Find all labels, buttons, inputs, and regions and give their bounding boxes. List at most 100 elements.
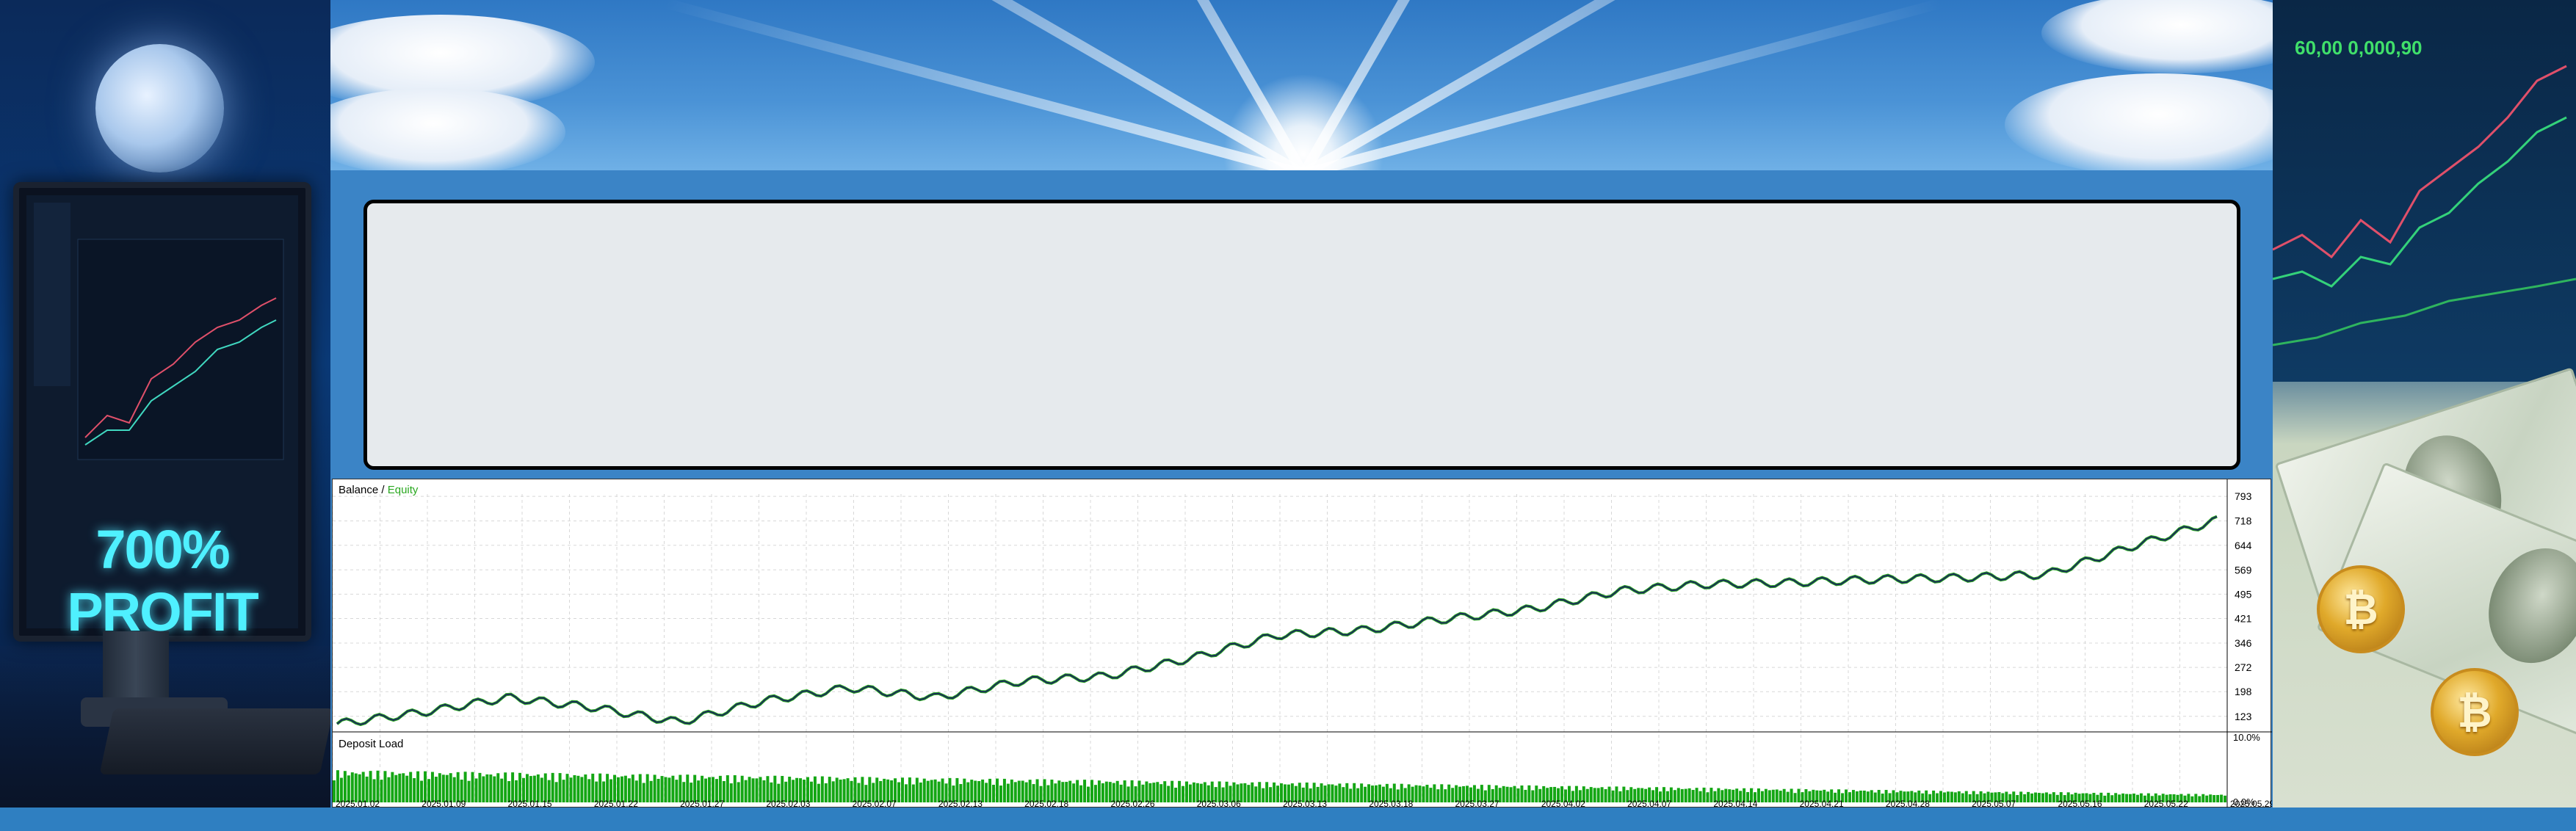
deposit-load-bar — [1564, 789, 1567, 802]
deposit-load-bar — [1046, 785, 1050, 802]
deposit-load-bar — [773, 775, 777, 802]
deposit-load-bar — [1320, 783, 1323, 802]
deposit-load-bar — [1104, 781, 1108, 802]
deposit-load-bar — [1487, 785, 1491, 802]
deposit-load-bar — [532, 775, 536, 802]
deposit-load-bar — [861, 777, 864, 802]
deposit-load-bar — [1483, 790, 1487, 802]
deposit-load-bar — [1287, 784, 1290, 802]
deposit-load-bar — [806, 777, 809, 802]
deposit-load-bar — [1917, 790, 1921, 802]
deposit-load-bar — [376, 770, 380, 802]
deposit-load-bar — [2048, 794, 2052, 802]
deposit-load-bar — [1804, 789, 1808, 802]
deposit-load-bar — [911, 784, 915, 802]
deposit-load-bar — [391, 772, 394, 802]
deposit-load-bar — [1979, 791, 1983, 802]
deposit-load-bar — [427, 779, 430, 802]
deposit-load-bar — [1928, 794, 1932, 802]
deposit-load-bar — [1855, 791, 1859, 802]
deposit-load-bar — [2179, 794, 2183, 802]
deposit-load-bar — [1407, 784, 1411, 802]
deposit-load-bar — [1206, 785, 1210, 802]
deposit-load-bar — [1167, 785, 1171, 802]
deposit-load-bar — [584, 774, 587, 802]
monitor-image: 700% PROFIT — [13, 182, 311, 642]
deposit-load-bar — [1273, 782, 1276, 802]
x-tick-label: 2025.03.18 — [1369, 799, 1413, 808]
deposit-load-bar — [536, 774, 540, 802]
deposit-load-bar — [897, 782, 901, 802]
deposit-load-bar — [1097, 780, 1101, 802]
deposit-load-bar — [1756, 788, 1760, 802]
deposit-load-bar — [1039, 785, 1043, 802]
deposit-load-bar — [2027, 791, 2030, 802]
deposit-load-bar — [2096, 794, 2099, 802]
deposit-load-bar — [2146, 793, 2150, 802]
deposit-load-bar — [2092, 793, 2096, 802]
deposit-load-bar — [718, 775, 722, 802]
deposit-load-bar — [573, 774, 576, 802]
deposit-load-bar — [1637, 788, 1640, 802]
deposit-load-bar — [883, 778, 886, 802]
deposit-load-bar — [1640, 788, 1644, 802]
deposit-load-bar — [1629, 787, 1633, 802]
deposit-load-bar — [1236, 784, 1240, 802]
deposit-load-bar — [1695, 788, 1698, 802]
deposit-load-bar — [1596, 788, 1600, 802]
deposit-load-bar — [2052, 792, 2055, 802]
deposit-load-bar — [1851, 790, 1855, 802]
deposit-load-bar — [623, 775, 627, 802]
deposit-load-bar — [2081, 793, 2085, 802]
deposit-load-bar — [803, 780, 806, 802]
deposit-load-bar — [2154, 793, 2157, 802]
deposit-load-bar — [820, 776, 824, 802]
deposit-load-bar — [759, 777, 762, 802]
deposit-load-bar — [930, 780, 933, 802]
deposit-load-bar — [1848, 792, 1851, 802]
deposit-load-bar — [2099, 792, 2103, 802]
deposit-load-bar — [434, 777, 438, 802]
equity-line — [336, 515, 2218, 727]
deposit-load-bar — [369, 771, 372, 802]
deposit-load-bar — [569, 777, 573, 802]
x-tick-label: 2025.04.21 — [1800, 799, 1844, 808]
deposit-load-bar — [627, 778, 631, 802]
deposit-load-bar — [1750, 788, 1754, 802]
deposit-load-bar — [1866, 791, 1870, 802]
deposit-load-bar — [1578, 790, 1582, 802]
deposit-load-bar — [2135, 794, 2139, 802]
deposit-load-bar — [762, 780, 766, 802]
deposit-load-bar — [1797, 788, 1801, 802]
deposit-load-bar — [1381, 786, 1385, 802]
deposit-load-bar — [2194, 794, 2198, 802]
deposit-load-bar — [2019, 791, 2023, 802]
deposit-load-bar — [2044, 792, 2048, 802]
deposit-load-bar — [1895, 792, 1899, 802]
deposit-load-bar — [413, 777, 416, 802]
deposit-load-bar — [864, 785, 868, 802]
deposit-load-bar — [1983, 793, 1986, 802]
deposit-load-bar — [1691, 790, 1695, 802]
deposit-load-bar — [1961, 793, 1964, 802]
deposit-load-bar — [2114, 793, 2118, 802]
deposit-load-bar — [1396, 789, 1400, 802]
bitcoin-icon-2: ₿ — [2431, 668, 2519, 756]
deposit-load-bar — [1119, 784, 1123, 802]
deposit-load-bar — [365, 776, 369, 802]
deposit-load-bar — [948, 777, 952, 802]
deposit-load-bar — [1710, 788, 1713, 802]
deposit-load-bar — [474, 778, 478, 802]
deposit-load-bar — [2030, 793, 2034, 802]
deposit-load-bar — [1706, 792, 1710, 802]
deposit-load-bar — [529, 776, 532, 802]
deposit-load-bar — [1072, 783, 1076, 802]
deposit-load-bar — [1582, 786, 1585, 802]
deposit-load-bar — [1108, 782, 1112, 802]
deposit-load-bar — [595, 781, 598, 802]
deposit-load-bar — [2150, 796, 2154, 802]
deposit-load-bar — [1509, 787, 1513, 802]
deposit-load-bar — [1618, 791, 1622, 802]
deposit-load-bar — [817, 783, 820, 802]
deposit-load-bar — [1403, 788, 1407, 802]
